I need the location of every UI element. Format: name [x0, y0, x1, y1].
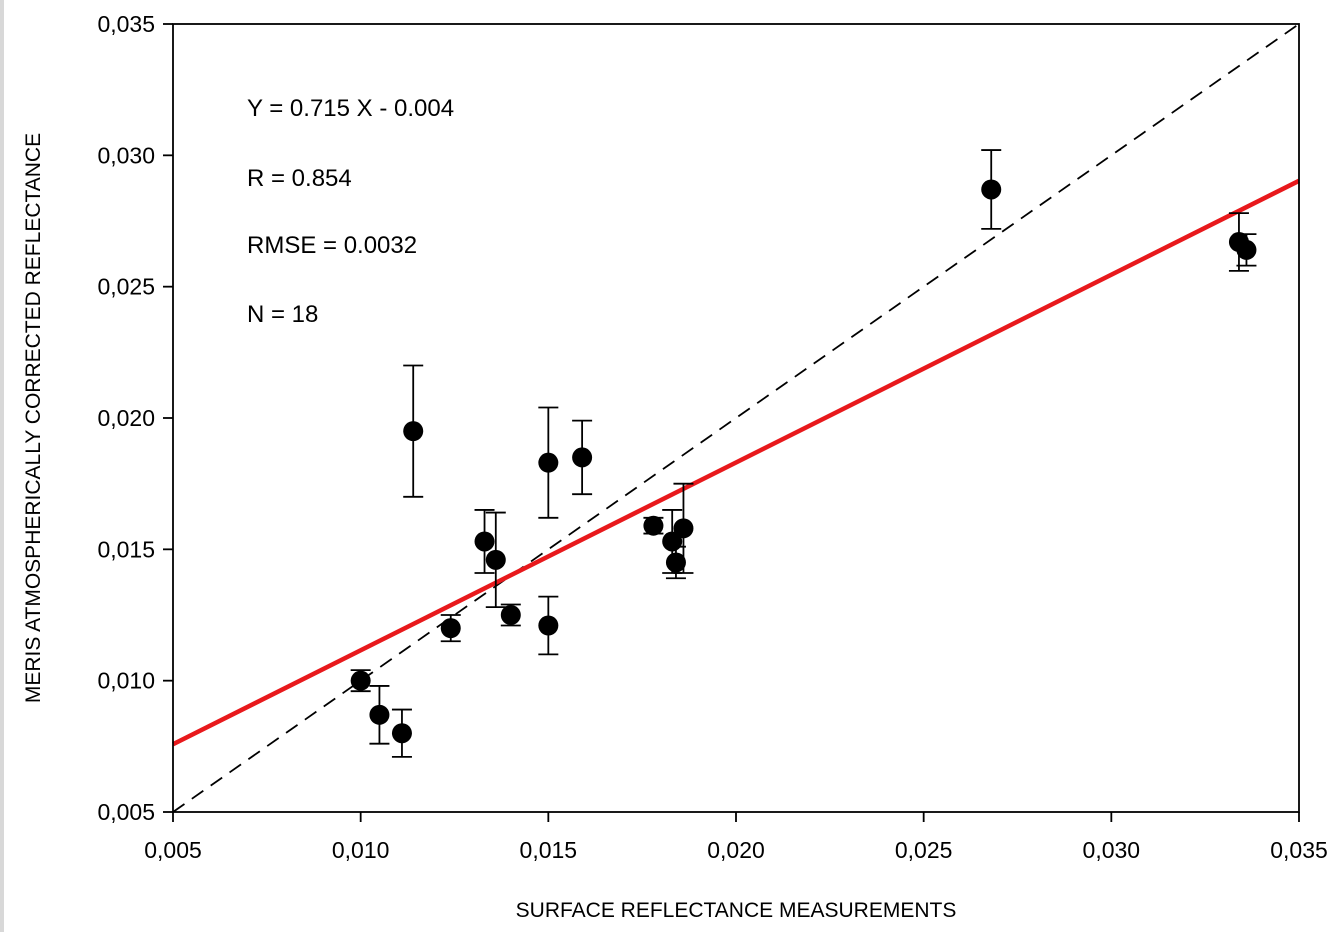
- marker-0: [350, 670, 371, 691]
- data-point-17: [1236, 233, 1257, 267]
- regression-equation-annotation: Y = 0.715 X - 0.004: [247, 95, 454, 122]
- data-point-4: [440, 614, 461, 643]
- x-tick-label-6: 0,035: [1270, 837, 1328, 863]
- y-tick-label-5: 0,030: [97, 142, 155, 168]
- marker-10: [572, 447, 593, 468]
- y-tick-label-0: 0,005: [97, 799, 155, 825]
- one-to-one-reference-line: [172, 23, 1300, 813]
- data-point-6: [485, 511, 506, 609]
- x-tick-label-3: 0,020: [707, 837, 765, 863]
- x-tick-label-2: 0,015: [520, 837, 578, 863]
- x-axis-title: SURFACE REFLECTANCE MEASUREMENTS: [516, 899, 957, 922]
- y-tick-label-1: 0,010: [97, 668, 155, 694]
- marker-7: [500, 605, 521, 625]
- x-tick-label-0: 0,005: [144, 837, 202, 863]
- data-point-14: [673, 482, 694, 574]
- marker-3: [403, 421, 424, 442]
- data-point-2: [391, 708, 412, 758]
- marker-5: [474, 531, 495, 552]
- data-point-11: [643, 515, 664, 536]
- correlation-annotation: R = 0.854: [247, 165, 352, 192]
- y-tick-label-3: 0,020: [97, 405, 155, 431]
- marker-13: [665, 552, 686, 573]
- marker-8: [538, 452, 559, 473]
- marker-15: [981, 179, 1002, 200]
- data-point-5: [474, 509, 495, 574]
- data-point-10: [572, 419, 593, 496]
- chart-axes: 0,005 0,010 0,015 0,020 0,025 0,030 0,035 0,005…: [97, 11, 1327, 863]
- x-tick-label-1: 0,010: [332, 837, 390, 863]
- y-tick-label-6: 0,035: [97, 11, 155, 37]
- data-point-9: [538, 595, 559, 656]
- marker-1: [369, 704, 390, 725]
- y-tick-label-4: 0,025: [97, 274, 155, 300]
- y-axis-title: MERIS ATMOSPHERICALLY CORRECTED REFLECTA…: [22, 133, 45, 703]
- chart-marks: [171, 23, 1301, 813]
- data-point-1: [369, 685, 390, 745]
- sample-count-annotation: N = 18: [247, 301, 318, 328]
- marker-9: [538, 615, 559, 636]
- regression-line: [171, 178, 1301, 747]
- data-point-7: [500, 603, 521, 627]
- y-tick-label-2: 0,015: [97, 536, 155, 562]
- x-tick-label-5: 0,030: [1083, 837, 1141, 863]
- marker-4: [440, 618, 461, 639]
- marker-14: [673, 518, 694, 539]
- marker-11: [643, 515, 664, 536]
- data-point-0: [350, 669, 371, 693]
- marker-6: [485, 549, 506, 570]
- data-point-15: [981, 149, 1002, 230]
- data-point-3: [403, 364, 424, 498]
- marker-17: [1236, 239, 1257, 260]
- window-edge-strip: [0, 0, 4, 932]
- x-tick-label-4: 0,025: [895, 837, 953, 863]
- data-point-8: [538, 406, 559, 519]
- marker-2: [391, 723, 412, 744]
- rmse-annotation: RMSE = 0.0032: [247, 232, 417, 259]
